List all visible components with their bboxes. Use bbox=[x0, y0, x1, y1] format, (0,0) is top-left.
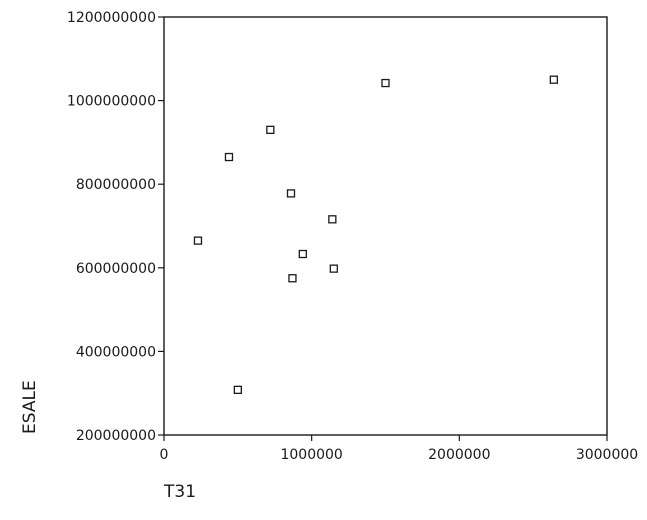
scatter-point bbox=[224, 152, 234, 162]
x-tick-label: 0 bbox=[160, 447, 169, 463]
x-tick-label: 3000000 bbox=[576, 447, 638, 463]
y-tick-label: 800000000 bbox=[76, 177, 156, 193]
x-tick-label: 2000000 bbox=[428, 447, 490, 463]
scatter-point bbox=[288, 274, 297, 283]
x-tick-label: 1000000 bbox=[280, 447, 342, 463]
scatter-point bbox=[266, 125, 275, 135]
scatter-point bbox=[193, 236, 203, 245]
scatter-point bbox=[549, 75, 558, 84]
scatter-point bbox=[233, 385, 242, 395]
y-tick-label: 600000000 bbox=[76, 261, 156, 277]
data-points bbox=[193, 75, 558, 395]
y-tick-label: 1000000000 bbox=[67, 94, 156, 110]
scatter-point bbox=[381, 78, 390, 88]
y-axis-title: ESALE bbox=[20, 380, 40, 434]
scatter-point bbox=[328, 215, 337, 224]
x-axis-ticks: 0 1000000 2000000 3000000 bbox=[160, 435, 638, 463]
y-tick-label: 1200000000 bbox=[67, 10, 156, 26]
scatter-point bbox=[286, 189, 296, 198]
x-axis-title: T31 bbox=[163, 482, 196, 502]
y-tick-label: 400000000 bbox=[76, 344, 156, 360]
plot-area-frame bbox=[163, 16, 608, 436]
y-axis-ticks: 200000000 400000000 600000000 800000000 1000… bbox=[67, 10, 164, 444]
scatter-point bbox=[298, 249, 307, 259]
scatter-point bbox=[329, 264, 338, 273]
y-tick-label: 200000000 bbox=[76, 428, 156, 444]
